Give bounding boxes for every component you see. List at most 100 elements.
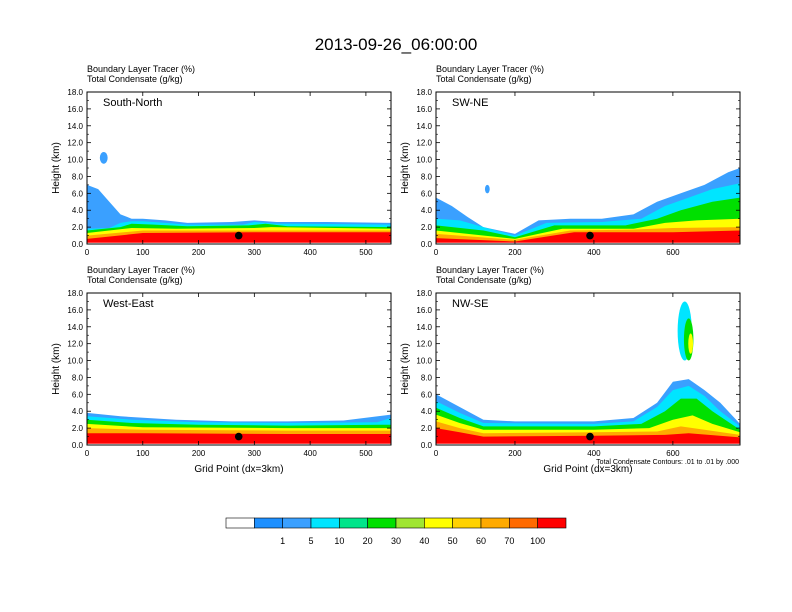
panel-header-tracer: Boundary Layer Tracer (%): [436, 265, 544, 275]
panel-header-condensate: Total Condensate (g/kg): [436, 74, 532, 84]
colorbar: 1 5 10 20 30 40 50 60 70 100: [225, 517, 567, 546]
panel-label: South-North: [103, 97, 162, 109]
terrain-strip: [436, 443, 740, 445]
y-tick-label: 2.0: [421, 223, 433, 232]
panel-label: SW-NE: [452, 97, 488, 109]
x-tick-label: 400: [587, 449, 601, 458]
y-tick-label: 10.0: [416, 357, 432, 366]
terrain-strip: [87, 242, 391, 244]
x-tick-label: 0: [434, 248, 439, 257]
x-tick-label: 100: [136, 248, 150, 257]
y-tick-label: 18.0: [67, 289, 83, 298]
panel-header-condensate: Total Condensate (g/kg): [87, 74, 183, 84]
colorbar-swatch-7: [424, 517, 453, 529]
x-tick-label: 0: [434, 449, 439, 458]
y-tick-label: 12.0: [67, 139, 83, 148]
y-tick-label: 12.0: [67, 340, 83, 349]
terrain-strip: [87, 443, 391, 445]
y-tick-label: 6.0: [72, 390, 84, 399]
y-axis-label: Height (km): [51, 343, 62, 395]
x-tick-label: 200: [508, 449, 522, 458]
panel-sw-ne: Boundary Layer Tracer (%)Total Condensat…: [400, 64, 741, 257]
y-tick-label: 2.0: [421, 424, 433, 433]
y-tick-label: 14.0: [67, 323, 83, 332]
y-tick-label: 4.0: [72, 206, 84, 215]
y-tick-label: 12.0: [416, 340, 432, 349]
y-tick-label: 8.0: [421, 373, 433, 382]
x-tick-label: 400: [303, 449, 317, 458]
tracer-blob-0: [99, 151, 108, 164]
y-tick-label: 0.0: [72, 441, 84, 450]
panel-header-condensate: Total Condensate (g/kg): [436, 275, 532, 285]
tracer-field: [87, 151, 391, 244]
colorbar-swatch-11: [537, 517, 567, 529]
y-tick-label: 18.0: [416, 289, 432, 298]
x-tick-label: 200: [192, 248, 206, 257]
y-tick-label: 6.0: [72, 189, 84, 198]
colorbar-swatch-4: [339, 517, 368, 529]
panel-nw-se: Boundary Layer Tracer (%)Total Condensat…: [400, 265, 741, 475]
panel-label: NW-SE: [452, 298, 488, 310]
colorbar-label: 50: [448, 536, 458, 546]
x-tick-label: 600: [666, 449, 680, 458]
x-tick-label: 600: [666, 248, 680, 257]
y-tick-label: 8.0: [421, 172, 433, 181]
x-tick-label: 500: [359, 248, 373, 257]
colorbar-label: 5: [308, 536, 313, 546]
y-tick-label: 18.0: [67, 88, 83, 97]
tracer-blob-2: [688, 333, 694, 354]
panel-label: West-East: [103, 298, 154, 310]
colorbar-label: 10: [334, 536, 344, 546]
colorbar-label: 30: [391, 536, 401, 546]
y-tick-label: 0.0: [421, 240, 433, 249]
y-tick-label: 2.0: [72, 424, 84, 433]
colorbar-swatch-1: [254, 517, 283, 529]
panels: Boundary Layer Tracer (%)Total Condensat…: [51, 64, 741, 475]
site-marker: [586, 231, 594, 240]
y-tick-label: 16.0: [416, 105, 432, 114]
y-tick-label: 14.0: [67, 122, 83, 131]
x-tick-label: 200: [192, 449, 206, 458]
y-tick-label: 0.0: [421, 441, 433, 450]
colorbar-swatch-2: [282, 517, 312, 529]
tracer-blob-0: [484, 184, 490, 194]
tracer-field: [436, 301, 740, 445]
x-tick-label: 300: [248, 248, 262, 257]
y-tick-label: 16.0: [416, 306, 432, 315]
y-tick-label: 4.0: [72, 407, 84, 416]
colorbar-swatch-5: [367, 517, 397, 529]
colorbar-swatch-9: [480, 517, 510, 529]
panel-south-north: Boundary Layer Tracer (%)Total Condensat…: [51, 64, 392, 257]
site-marker: [234, 231, 243, 240]
contour-note: Total Condensate Contours: .01 to .01 by…: [596, 459, 739, 466]
panel-header-tracer: Boundary Layer Tracer (%): [436, 64, 544, 74]
x-tick-label: 300: [248, 449, 262, 458]
colorbar-label: 1: [280, 536, 285, 546]
y-tick-label: 16.0: [67, 306, 83, 315]
colorbar-label: 70: [504, 536, 514, 546]
colorbar-label: 100: [530, 536, 545, 546]
x-tick-label: 0: [85, 449, 90, 458]
y-tick-label: 10.0: [416, 156, 432, 165]
site-marker: [234, 432, 243, 441]
x-tick-label: 200: [508, 248, 522, 257]
colorbar-label: 20: [363, 536, 373, 546]
x-tick-label: 500: [359, 449, 373, 458]
y-tick-label: 8.0: [72, 373, 84, 382]
colorbar-swatch-8: [452, 517, 482, 529]
panel-header-tracer: Boundary Layer Tracer (%): [87, 265, 195, 275]
colorbar-swatch-10: [509, 517, 538, 529]
y-axis-label: Height (km): [400, 343, 411, 395]
y-tick-label: 6.0: [421, 390, 433, 399]
y-tick-label: 10.0: [67, 357, 83, 366]
site-marker: [586, 432, 594, 441]
y-tick-label: 14.0: [416, 122, 432, 131]
x-tick-label: 400: [303, 248, 317, 257]
colorbar-label: 60: [476, 536, 486, 546]
y-tick-label: 8.0: [72, 172, 84, 181]
terrain-strip: [436, 242, 740, 244]
x-tick-label: 400: [587, 248, 601, 257]
y-axis-label: Height (km): [400, 142, 411, 194]
y-tick-label: 16.0: [67, 105, 83, 114]
